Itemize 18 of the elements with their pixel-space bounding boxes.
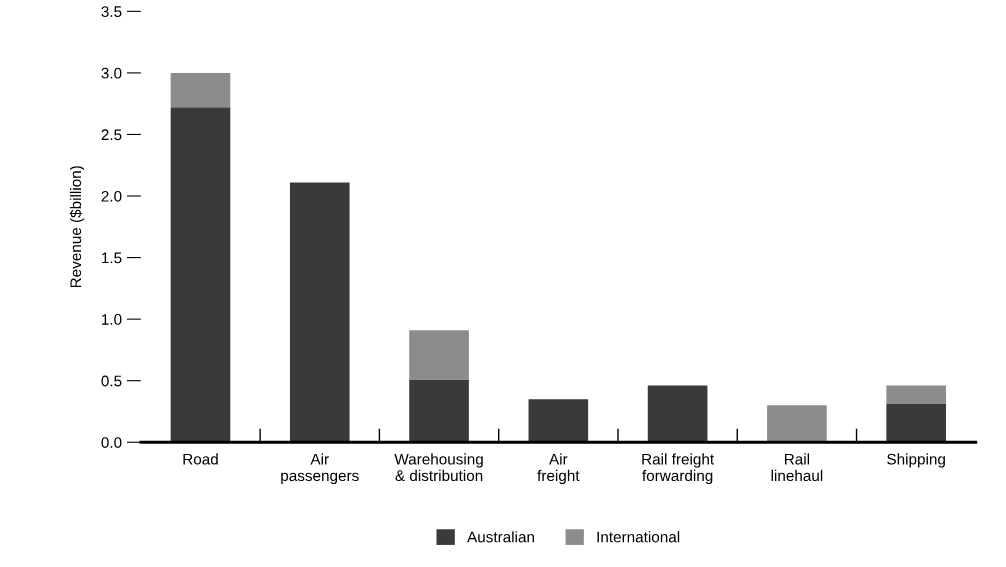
legend-label: International	[597, 531, 680, 543]
x-tick-label: Warehousing & distribution	[394, 453, 483, 482]
x-tick-label: Air freight	[537, 453, 580, 485]
y-tick-label: 2.5	[101, 129, 122, 141]
x-tick-label: Shipping	[887, 453, 945, 468]
y-tick-label: 3.0	[101, 67, 122, 79]
x-tick-label: Air passengers	[281, 453, 359, 485]
y-tick-label: 2.0	[101, 190, 122, 202]
legend-label: Australian	[467, 531, 534, 543]
y-tick-label: 0.5	[101, 375, 122, 387]
y-axis-title: Revenue ($billion)	[69, 166, 85, 288]
x-tick-label: Rail freight forwarding	[642, 453, 715, 485]
y-tick-label: 0.0	[101, 437, 122, 448]
y-tick-label: 3.5	[101, 6, 122, 18]
x-tick-label: Rail linehaul	[771, 453, 823, 482]
y-tick-label: 1.5	[102, 252, 122, 264]
x-tick-label: Road	[183, 453, 218, 465]
y-tick-label: 1.0	[102, 314, 122, 325]
